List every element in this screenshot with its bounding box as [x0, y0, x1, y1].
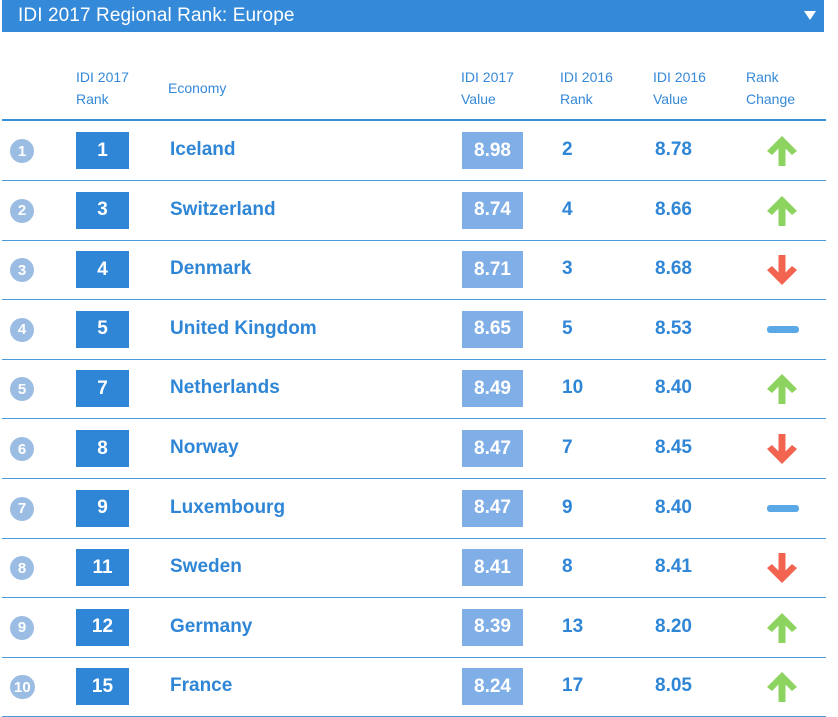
caret-down-icon[interactable]: [804, 11, 816, 20]
dash-icon: [763, 311, 801, 349]
col-idi2016-rank: IDI 2016 Rank: [560, 69, 613, 107]
idi2016-rank: 4: [562, 198, 573, 220]
idi2016-value: 8.78: [655, 139, 692, 160]
idi2017-rank: 4: [76, 251, 129, 289]
economy-name[interactable]: Norway: [170, 437, 239, 458]
idi2017-rank: 11: [76, 549, 129, 587]
idi2017-value: 8.41: [462, 549, 523, 587]
idi2017-value: 8.74: [462, 191, 523, 229]
idi2016-value: 8.20: [655, 615, 692, 637]
arrow-up-icon: [763, 668, 801, 706]
idi2016-value: 8.45: [655, 437, 692, 458]
economy-name[interactable]: Netherlands: [170, 377, 280, 399]
idi2017-rank: 12: [76, 608, 129, 646]
table-row: 9 12 Germany 8.39 13 8.20: [2, 598, 826, 658]
idi2017-rank: 7: [76, 370, 129, 408]
idi2017-value: 8.98: [462, 132, 523, 169]
idi2017-value: 8.47: [462, 430, 523, 467]
idi2016-rank: 2: [562, 139, 573, 160]
arrow-up-icon: [763, 370, 801, 408]
row-index: 7: [10, 496, 34, 521]
col-economy: Economy: [168, 80, 227, 96]
col-rank-change: Rank Change: [746, 69, 796, 107]
col-idi2016-value: IDI 2016 Value: [653, 69, 706, 107]
idi2016-value: 8.40: [655, 377, 692, 399]
economy-name[interactable]: France: [170, 675, 233, 697]
row-index: 1: [10, 139, 34, 163]
idi2017-rank: 9: [76, 489, 129, 527]
economy-name[interactable]: Germany: [170, 615, 253, 637]
row-index: 4: [10, 317, 34, 342]
idi2016-value: 8.68: [655, 258, 692, 280]
arrow-down-icon: [763, 251, 801, 289]
table-row: 5 7 Netherlands 8.49 10 8.40: [2, 359, 826, 420]
idi2016-value: 8.53: [655, 317, 692, 339]
idi2017-rank: 8: [76, 430, 129, 467]
economy-name[interactable]: Sweden: [170, 556, 242, 578]
economy-name[interactable]: Luxembourg: [170, 496, 286, 518]
idi2016-value: 8.40: [655, 496, 692, 518]
economy-name[interactable]: Denmark: [170, 258, 252, 280]
idi2017-value: 8.49: [462, 370, 523, 408]
idi2017-value: 8.24: [462, 668, 523, 706]
row-index: 10: [10, 675, 35, 700]
arrow-down-icon: [763, 430, 801, 468]
row-index: 3: [10, 258, 34, 283]
idi2016-rank: 7: [562, 437, 573, 458]
idi2016-rank: 3: [562, 258, 573, 280]
dash-icon: [763, 490, 801, 528]
table-row: 10 15 France 8.24 17 8.05: [2, 657, 826, 717]
region-header[interactable]: IDI 2017 Regional Rank: Europe: [2, 0, 824, 32]
col-idi2017-rank: IDI 2017 Rank: [76, 69, 129, 107]
idi2017-rank: 3: [76, 191, 129, 229]
idi2017-value: 8.65: [462, 310, 523, 348]
idi2016-rank: 17: [562, 675, 584, 697]
table-row: 4 5 United Kingdom 8.65 5 8.53: [2, 300, 826, 360]
table-row: 8 11 Sweden 8.41 8 8.41: [2, 538, 826, 599]
idi2017-rank: 5: [76, 310, 129, 348]
table-row: 3 4 Denmark 8.71 3 8.68: [2, 240, 826, 301]
idi2016-rank: 13: [562, 615, 584, 637]
row-index: 6: [10, 437, 34, 461]
region-title: IDI 2017 Regional Rank: Europe: [18, 5, 295, 26]
row-index: 2: [10, 198, 34, 223]
table-row: 7 9 Luxembourg 8.47 9 8.40: [2, 479, 826, 539]
arrow-down-icon: [763, 549, 801, 587]
idi2016-value: 8.05: [655, 675, 692, 697]
idi2016-rank: 9: [562, 496, 573, 518]
idi2017-rank: 15: [76, 668, 129, 706]
idi2016-rank: 10: [562, 377, 584, 399]
arrow-up-icon: [763, 609, 801, 647]
row-index: 5: [10, 377, 34, 402]
header-divider: [2, 119, 826, 121]
col-idi2017-value: IDI 2017 Value: [461, 69, 514, 107]
economy-name[interactable]: United Kingdom: [170, 317, 317, 339]
arrow-up-icon: [763, 132, 801, 170]
table-row: 1 1 Iceland 8.98 2 8.78: [2, 121, 826, 181]
idi2016-rank: 5: [562, 317, 573, 339]
idi2017-value: 8.47: [462, 489, 523, 527]
row-index: 9: [10, 615, 34, 640]
idi2016-value: 8.41: [655, 556, 692, 578]
idi2017-rank: 1: [76, 132, 129, 169]
table-row: 2 3 Switzerland 8.74 4 8.66: [2, 181, 826, 241]
arrow-up-icon: [763, 192, 801, 230]
idi2017-value: 8.39: [462, 608, 523, 646]
economy-name[interactable]: Switzerland: [170, 198, 276, 220]
table-row: 6 8 Norway 8.47 7 8.45: [2, 419, 826, 479]
economy-name[interactable]: Iceland: [170, 139, 236, 160]
idi2016-rank: 8: [562, 556, 573, 578]
idi2016-value: 8.66: [655, 198, 692, 220]
row-index: 8: [10, 556, 34, 581]
idi2017-value: 8.71: [462, 251, 523, 289]
